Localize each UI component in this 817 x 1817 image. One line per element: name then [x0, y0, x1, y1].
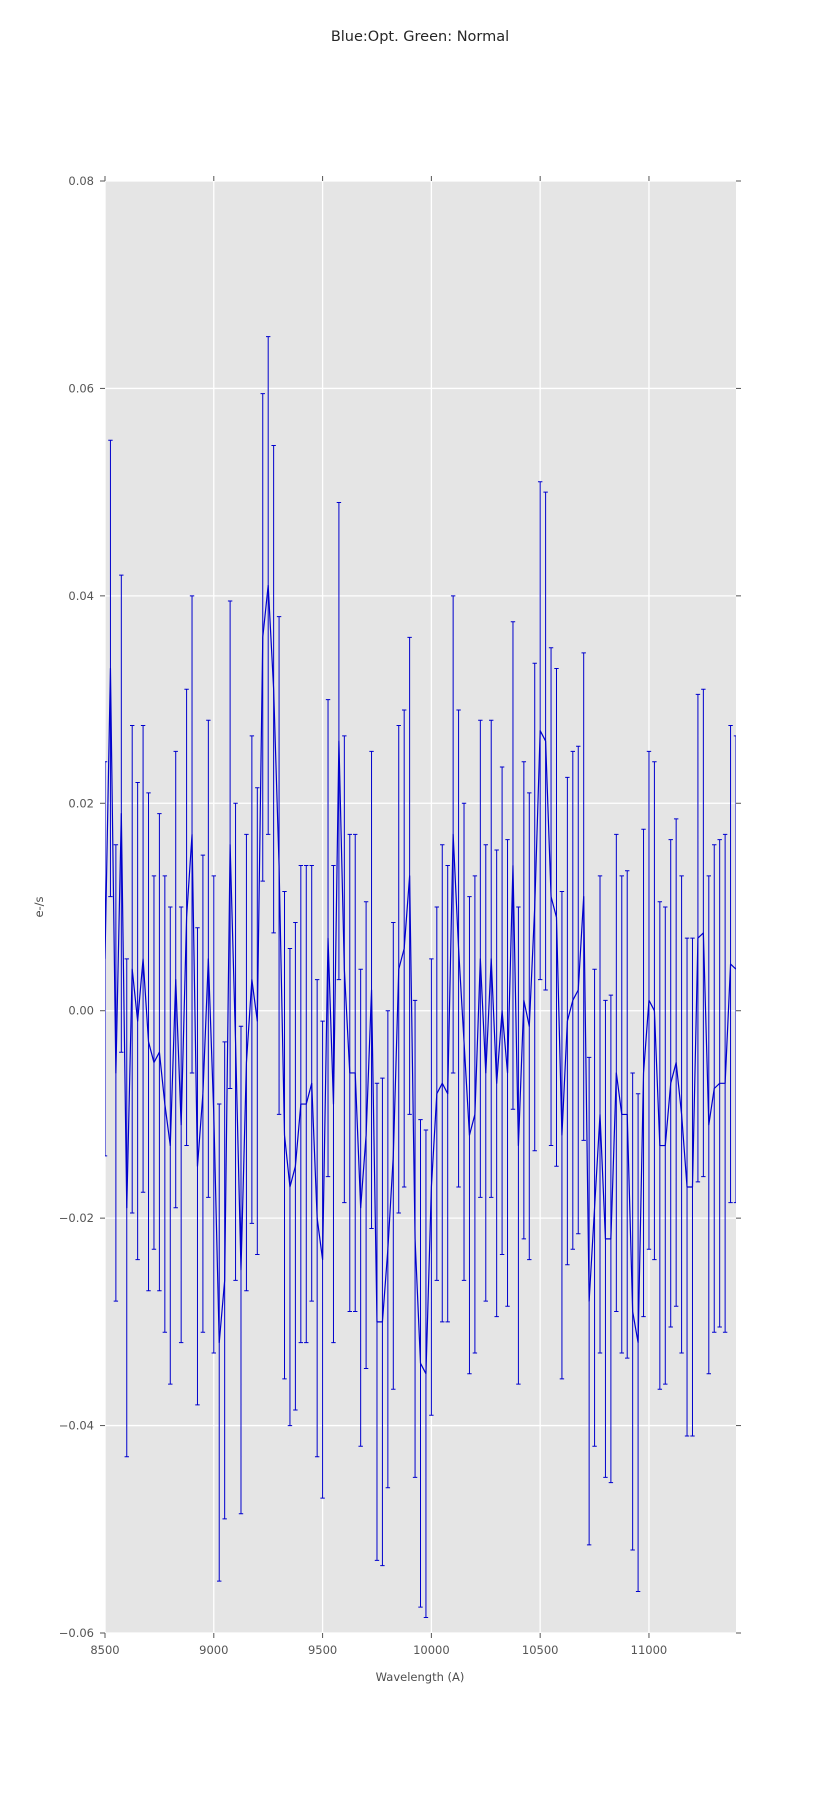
- y-tick-labels: −0.06 −0.04 −0.02 0.00 0.02 0.04 0.06 0.08: [59, 174, 94, 1640]
- y-tick-label: 0.04: [68, 589, 94, 603]
- x-tick-label: 10000: [413, 1643, 450, 1657]
- x-axis-label: Wavelength (A): [376, 1670, 465, 1684]
- x-tick-label: 10500: [522, 1643, 559, 1657]
- y-tick-label: 0.06: [68, 381, 94, 395]
- y-tick-label: −0.06: [59, 1626, 94, 1640]
- y-tick-label: 0.00: [68, 1004, 94, 1018]
- x-tick-labels: 8500 9000 9500 10000 10500 11000: [90, 1643, 667, 1657]
- data-polyline: [105, 584, 736, 1375]
- x-tick-label: 8500: [90, 1643, 119, 1657]
- y-axis-label: e-/s: [32, 896, 46, 917]
- y-tick-label: −0.04: [59, 1419, 94, 1433]
- x-tick-label: 9500: [308, 1643, 337, 1657]
- y-tick-label: −0.02: [59, 1211, 94, 1225]
- y-tick-label: 0.02: [68, 796, 94, 810]
- axis-ticks: [100, 176, 741, 1638]
- x-tick-label: 9000: [199, 1643, 228, 1657]
- chart-title: Blue:Opt. Green: Normal: [331, 29, 509, 45]
- y-tick-label: 0.08: [68, 174, 94, 188]
- x-tick-label: 11000: [631, 1643, 668, 1657]
- data-line: [105, 584, 736, 1375]
